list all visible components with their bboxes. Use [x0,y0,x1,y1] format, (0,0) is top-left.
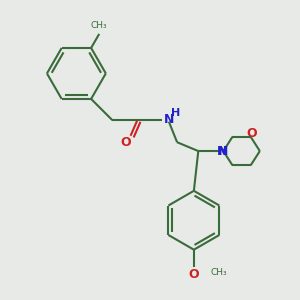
Text: N: N [217,145,227,158]
Text: N: N [218,145,229,158]
Text: CH₃: CH₃ [91,21,107,30]
Text: O: O [247,127,257,140]
Text: H: H [171,108,180,118]
Text: N: N [164,113,174,126]
Text: O: O [189,268,199,281]
Text: CH₃: CH₃ [210,268,227,277]
Text: O: O [120,136,131,149]
